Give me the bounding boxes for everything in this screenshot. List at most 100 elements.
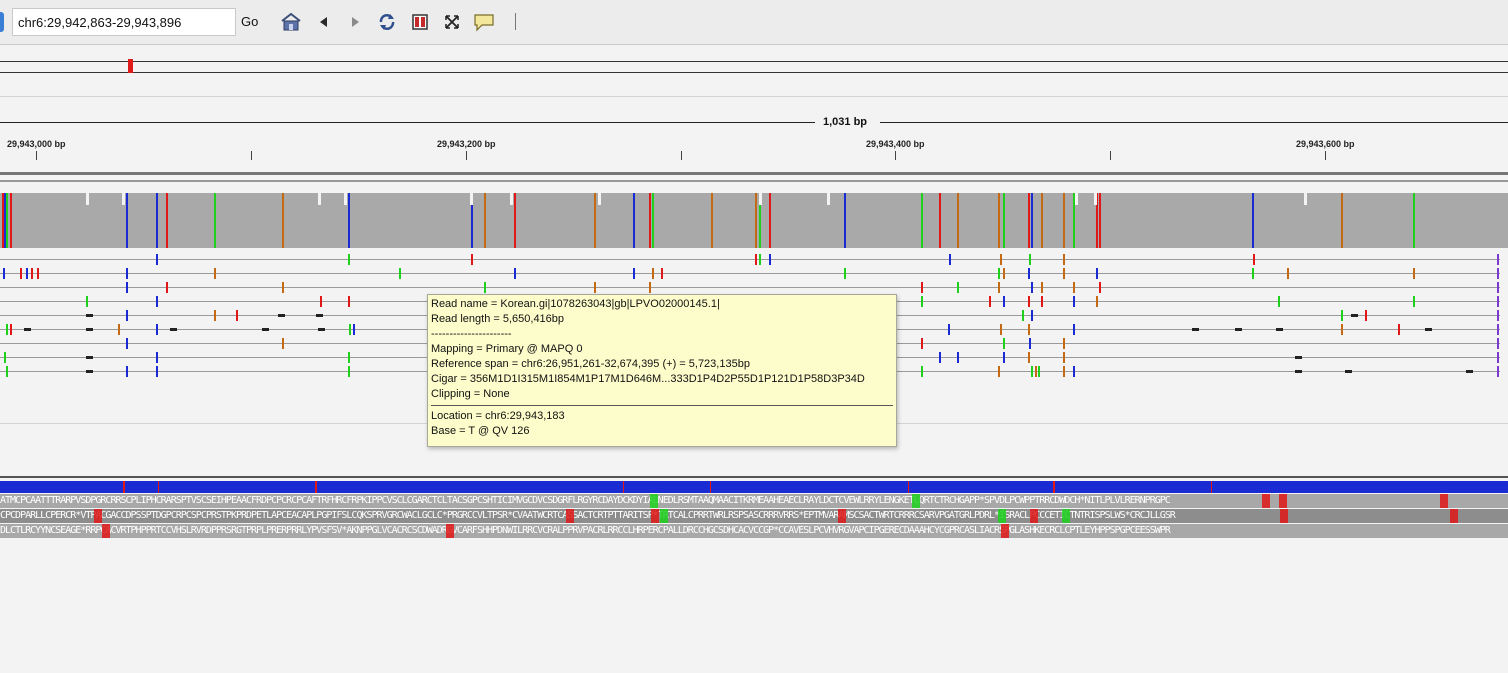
read-mismatch xyxy=(320,296,322,307)
sequence-base xyxy=(1344,481,1346,493)
sequence-base xyxy=(498,481,500,493)
sequence-base xyxy=(574,481,576,493)
coverage-mismatch-bar xyxy=(711,193,713,248)
coverage-mismatch-bar xyxy=(514,193,516,248)
sequence-base xyxy=(214,481,216,493)
resize-to-window-icon[interactable] xyxy=(441,11,463,33)
sequence-base xyxy=(1017,481,1019,493)
sequence-base xyxy=(243,481,245,493)
sequence-base xyxy=(283,481,285,493)
sequence-base xyxy=(1072,481,1074,493)
sequence-base xyxy=(1216,481,1218,493)
sequence-base xyxy=(901,481,903,493)
sequence-base xyxy=(187,481,189,493)
sequence-base xyxy=(1062,481,1064,493)
sequence-base xyxy=(1009,481,1011,493)
home-icon[interactable] xyxy=(280,11,302,33)
sequence-base xyxy=(864,481,866,493)
sequence-base xyxy=(261,481,263,493)
sequence-base xyxy=(486,481,488,493)
current-region-marker[interactable] xyxy=(128,59,133,73)
sequence-base xyxy=(1197,481,1199,493)
deletion-glyph xyxy=(1192,328,1199,331)
sequence-base xyxy=(52,481,54,493)
sequence-base xyxy=(1102,481,1104,493)
sequence-base xyxy=(352,481,354,493)
sequence-base xyxy=(91,481,93,493)
sequence-base xyxy=(1234,481,1236,493)
sequence-base xyxy=(1287,481,1289,493)
sequence-base xyxy=(963,481,965,493)
sequence-base xyxy=(895,481,897,493)
sequence-base xyxy=(1143,481,1145,493)
sequence-base xyxy=(1260,481,1262,493)
sequence-base xyxy=(1491,481,1493,493)
sequence-base xyxy=(649,481,651,493)
region-of-interest-icon[interactable] xyxy=(409,11,431,33)
toolbar: Go xyxy=(0,0,1508,45)
sequence-base xyxy=(135,481,137,493)
sequence-base xyxy=(682,481,684,493)
sequence-base xyxy=(1087,481,1089,493)
sequence-base xyxy=(756,481,758,493)
sequence-base xyxy=(108,481,110,493)
read-mismatch xyxy=(282,282,284,293)
sequence-base xyxy=(454,481,456,493)
locus-search-input[interactable] xyxy=(12,8,236,36)
sequence-base xyxy=(1327,481,1329,493)
coverage-track[interactable] xyxy=(0,193,1508,248)
sequence-base xyxy=(1269,481,1271,493)
sequence-base xyxy=(370,481,372,493)
deletion-glyph xyxy=(1276,328,1283,331)
sequence-base xyxy=(390,481,392,493)
sequence-base xyxy=(1303,481,1305,493)
sequence-base xyxy=(231,481,233,493)
sequence-base xyxy=(648,481,650,493)
sequence-base xyxy=(85,481,87,493)
sequence-base xyxy=(940,481,942,493)
sequence-base xyxy=(1189,481,1191,493)
read-mismatch xyxy=(998,268,1000,279)
sequence-base xyxy=(228,481,230,493)
refresh-icon[interactable] xyxy=(376,11,398,33)
sequence-base xyxy=(304,481,306,493)
sequence-base xyxy=(493,481,495,493)
coverage-mismatch-bar xyxy=(759,193,761,248)
sequence-base xyxy=(624,481,626,493)
read-mismatch xyxy=(126,310,128,321)
sequence-track[interactable] xyxy=(0,481,1508,493)
read-mismatch xyxy=(484,282,486,293)
sequence-base xyxy=(1302,481,1304,493)
sequence-base xyxy=(1138,481,1140,493)
coverage-mismatch-bar xyxy=(1341,193,1343,248)
back-arrow-icon[interactable] xyxy=(313,11,335,33)
sequence-base xyxy=(481,481,483,493)
sequence-base xyxy=(282,481,284,493)
sequence-base xyxy=(1066,481,1068,493)
sequence-base xyxy=(897,481,899,493)
ruler-tick xyxy=(251,151,252,160)
sequence-base xyxy=(516,481,518,493)
sequence-base xyxy=(265,481,267,493)
sequence-base xyxy=(403,481,405,493)
read-mismatch xyxy=(1022,310,1024,321)
coverage-mismatch-bar xyxy=(652,193,654,248)
forward-arrow-icon[interactable] xyxy=(344,11,366,33)
sequence-base xyxy=(264,481,266,493)
sequence-base xyxy=(570,481,572,493)
sequence-base xyxy=(253,481,255,493)
read-mismatch xyxy=(998,282,1000,293)
sequence-base xyxy=(576,481,578,493)
sequence-base xyxy=(1350,481,1352,493)
read-mismatch xyxy=(949,254,951,265)
popup-info-icon[interactable] xyxy=(473,11,495,33)
go-button[interactable]: Go xyxy=(241,14,259,29)
sequence-base xyxy=(459,481,461,493)
sequence-base xyxy=(609,481,611,493)
deletion-glyph xyxy=(1235,328,1242,331)
sequence-base xyxy=(687,481,689,493)
coverage-mismatch-bar xyxy=(1073,193,1075,248)
sequence-base xyxy=(1173,481,1175,493)
sequence-base xyxy=(1267,481,1269,493)
sequence-base xyxy=(331,481,333,493)
